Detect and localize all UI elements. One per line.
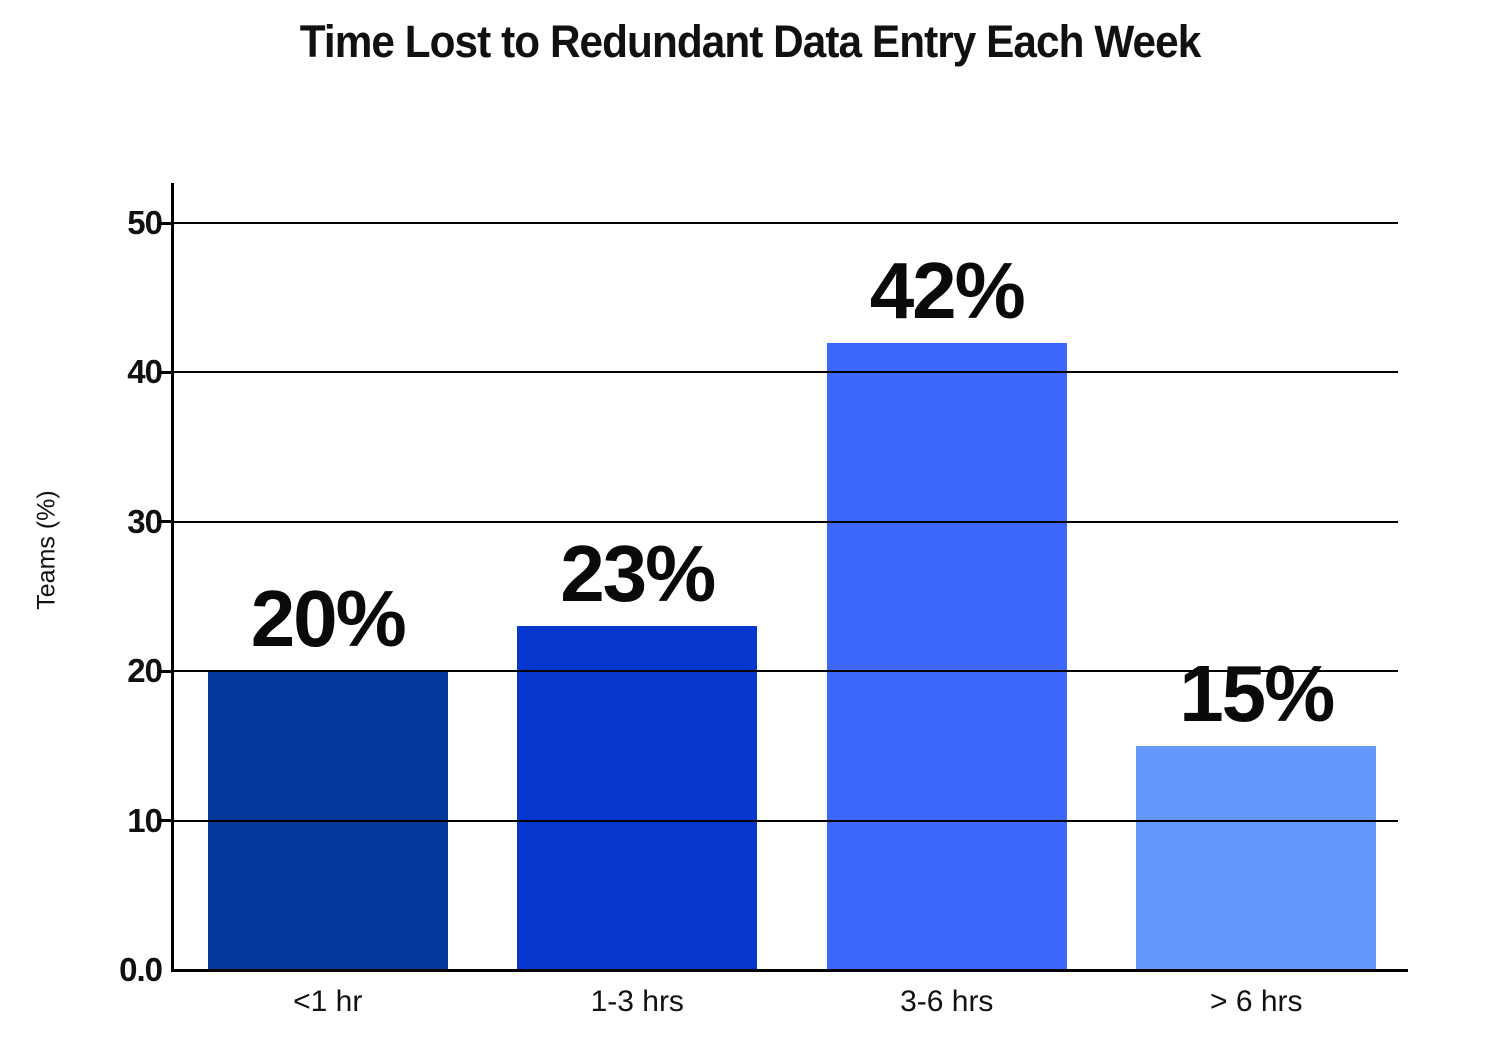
y-tick-mark-10 (159, 819, 173, 823)
chart-title: Time Lost to Redundant Data Entry Each W… (0, 16, 1500, 68)
gridline-30 (173, 520, 1398, 523)
y-axis-line (171, 183, 174, 972)
bar-3 (826, 342, 1067, 970)
gridline-50 (173, 222, 1398, 224)
value-label-4: 15% (1179, 648, 1335, 738)
y-tick-label-40: 40 (127, 353, 163, 391)
x-tick-label-4: > 6 hrs (1209, 985, 1303, 1018)
gridline-40 (173, 371, 1398, 374)
y-tick-mark-40 (159, 370, 173, 374)
value-label-2: 23% (560, 529, 716, 619)
y-tick-label-50: 50 (127, 204, 163, 241)
y-tick-label-30: 30 (127, 502, 163, 540)
y-tick-mark-20 (159, 669, 173, 673)
gridline-10 (173, 819, 1398, 822)
value-label-3: 42% (869, 245, 1026, 335)
x-tick-label-2: 1-3 hrs (590, 985, 684, 1018)
y-tick-mark-30 (159, 520, 173, 524)
x-tick-label-1: <1 hr (293, 985, 363, 1018)
bar-2 (517, 626, 758, 970)
gridline-20 (173, 670, 1398, 673)
y-tick-mark-50 (159, 221, 173, 225)
x-tick-label-3: 3-6 hrs (900, 985, 994, 1018)
x-axis-line (171, 969, 1408, 972)
bar-4 (1136, 745, 1377, 970)
chart-title-text: Time Lost to Redundant Data Entry Each W… (299, 16, 1201, 67)
y-tick-label-0.0: 0.0 (119, 951, 163, 988)
y-tick-label-20: 20 (127, 652, 163, 690)
value-label-1: 20% (250, 574, 407, 664)
y-tick-label-10: 10 (127, 801, 163, 839)
